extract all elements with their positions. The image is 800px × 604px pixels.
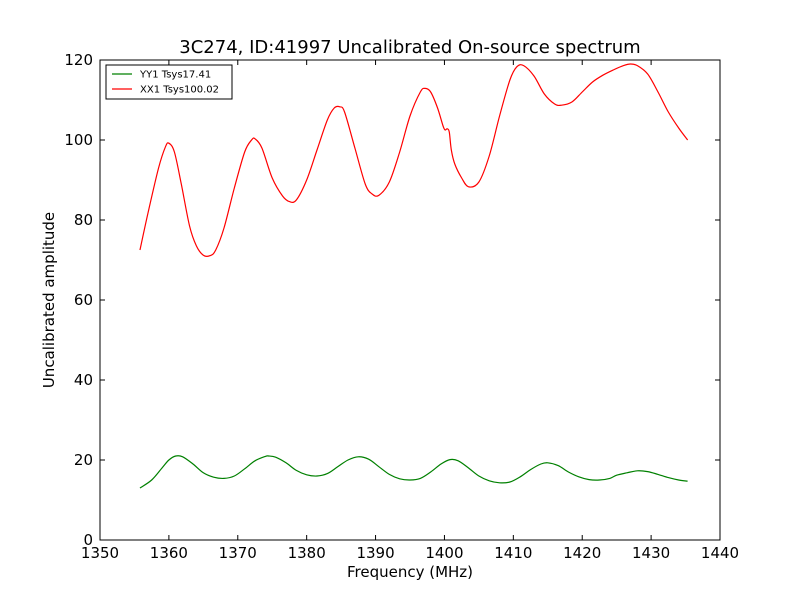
y-tick-label: 60: [74, 291, 93, 309]
chart-title: 3C274, ID:41997 Uncalibrated On-source s…: [179, 37, 640, 58]
x-tick-label: 1390: [356, 544, 394, 562]
x-axis-label: Frequency (MHz): [347, 563, 473, 581]
x-tick-label: 1400: [425, 544, 463, 562]
y-tick-label: 20: [74, 451, 93, 469]
y-tick-label: 80: [74, 211, 93, 229]
y-axis-label: Uncalibrated amplitude: [40, 212, 58, 388]
x-tick-label: 1370: [219, 544, 257, 562]
x-tick-label: 1430: [632, 544, 670, 562]
series-line-yy1: [139, 455, 688, 489]
series-line-xx1: [139, 63, 689, 257]
y-tick-label: 0: [83, 531, 93, 549]
legend-box: [105, 64, 233, 100]
axis-ticks: 1350 1360 1370 1380 1390 1400 1410 1420 1430 1440…: [64, 51, 739, 562]
y-tick-label: 100: [64, 131, 93, 149]
x-tick-label: 1440: [701, 544, 739, 562]
x-tick-label: 1410: [494, 544, 532, 562]
x-tick-label: 1380: [288, 544, 326, 562]
legend-label-xx1: XX1 Tsys100.02: [140, 85, 219, 96]
series-lines: [139, 63, 689, 489]
y-tick-label: 120: [64, 51, 93, 69]
x-tick-label: 1350: [81, 544, 119, 562]
y-tick-label: 40: [74, 371, 93, 389]
x-tick-label: 1420: [563, 544, 601, 562]
plot-area: [99, 59, 721, 541]
legend-label-yy1: YY1 Tsys17.41: [139, 70, 211, 81]
x-tick-label: 1360: [150, 544, 188, 562]
legend: YY1 Tsys17.41 XX1 Tsys100.02: [105, 64, 233, 100]
